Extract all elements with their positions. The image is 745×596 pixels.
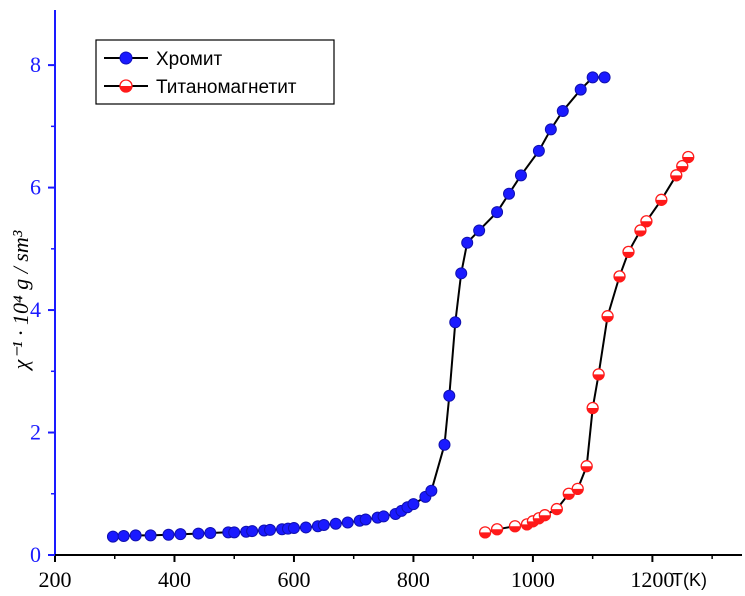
data-point-1 (598, 71, 611, 84)
data-point-1 (264, 523, 277, 536)
data-point-1 (544, 123, 557, 136)
data-point-2 (670, 169, 683, 182)
data-point-1 (117, 530, 130, 543)
y-tick-label: 8 (30, 52, 41, 77)
data-point-1 (473, 224, 486, 237)
data-point-1 (438, 438, 451, 451)
data-point-2 (601, 310, 614, 323)
data-point-1 (556, 105, 569, 118)
data-point-1 (287, 522, 300, 535)
data-point-2 (478, 526, 492, 539)
data-point-1 (329, 517, 342, 530)
data-point-2 (655, 193, 668, 206)
series-layer (106, 71, 695, 543)
data-point-1 (574, 83, 587, 96)
data-point-2 (550, 502, 563, 516)
data-point-2 (622, 245, 635, 259)
x-tick-label: 200 (39, 567, 72, 592)
data-point-2 (676, 160, 689, 173)
y-tick-label: 4 (30, 297, 41, 322)
x-tick-label: 600 (277, 567, 310, 592)
data-point-2 (634, 224, 647, 237)
y-axis-label: χ⁻¹ · 10⁴ g / sm³ (8, 230, 33, 371)
data-point-1 (144, 529, 157, 542)
x-tick-label: 800 (397, 567, 430, 592)
legend-marker-2 (119, 79, 133, 93)
data-point-1 (532, 144, 545, 157)
data-point-1 (192, 527, 205, 540)
series-line-1 (112, 76, 605, 538)
data-point-1 (449, 316, 462, 329)
x-tick-label: 400 (158, 567, 191, 592)
y-tick-label: 0 (30, 542, 41, 567)
data-point-1 (228, 526, 241, 539)
data-point-2 (640, 215, 653, 228)
data-point-2 (508, 520, 522, 533)
series-line-2 (484, 156, 690, 534)
legend-label-2: Титаномагнетит (156, 77, 297, 98)
data-point-1 (129, 529, 142, 542)
data-point-2 (586, 401, 599, 415)
data-point-1 (341, 516, 354, 529)
legend-label-1: Хромит (156, 49, 222, 70)
data-point-1 (317, 518, 330, 531)
data-point-2 (580, 460, 593, 473)
data-point-1 (455, 267, 468, 280)
x-axis-label: T(K) (672, 570, 707, 590)
data-point-1 (299, 521, 312, 534)
data-point-1 (461, 236, 474, 249)
x-tick-label: 1200 (630, 567, 674, 592)
data-point-2 (613, 270, 626, 283)
data-point-2 (538, 509, 552, 522)
y-tick-label: 2 (30, 420, 41, 445)
x-tick-label: 1000 (511, 567, 555, 592)
data-point-1 (586, 71, 599, 84)
data-point-1 (162, 528, 175, 541)
data-point-2 (682, 150, 695, 164)
data-point-1 (204, 526, 217, 539)
data-point-1 (443, 389, 456, 402)
data-point-2 (571, 482, 584, 496)
legend-box (95, 39, 335, 105)
data-point-2 (490, 523, 504, 536)
data-point-1 (514, 169, 527, 182)
data-point-1 (359, 513, 372, 526)
data-point-1 (377, 510, 390, 523)
y-tick-label: 6 (30, 175, 41, 200)
data-point-1 (106, 530, 119, 543)
data-point-1 (503, 187, 516, 200)
data-point-1 (407, 498, 420, 511)
data-point-1 (425, 484, 438, 497)
legend-marker-1 (119, 51, 133, 65)
data-point-1 (246, 525, 259, 538)
plot-axes (54, 10, 742, 556)
data-point-1 (174, 528, 187, 541)
ticks: 200 400 600 800 1000 1200 0 2 4 6 8 (30, 52, 713, 592)
legend: Хромит Титаномагнетит (95, 39, 335, 105)
data-point-1 (491, 206, 504, 219)
data-point-2 (592, 368, 605, 381)
